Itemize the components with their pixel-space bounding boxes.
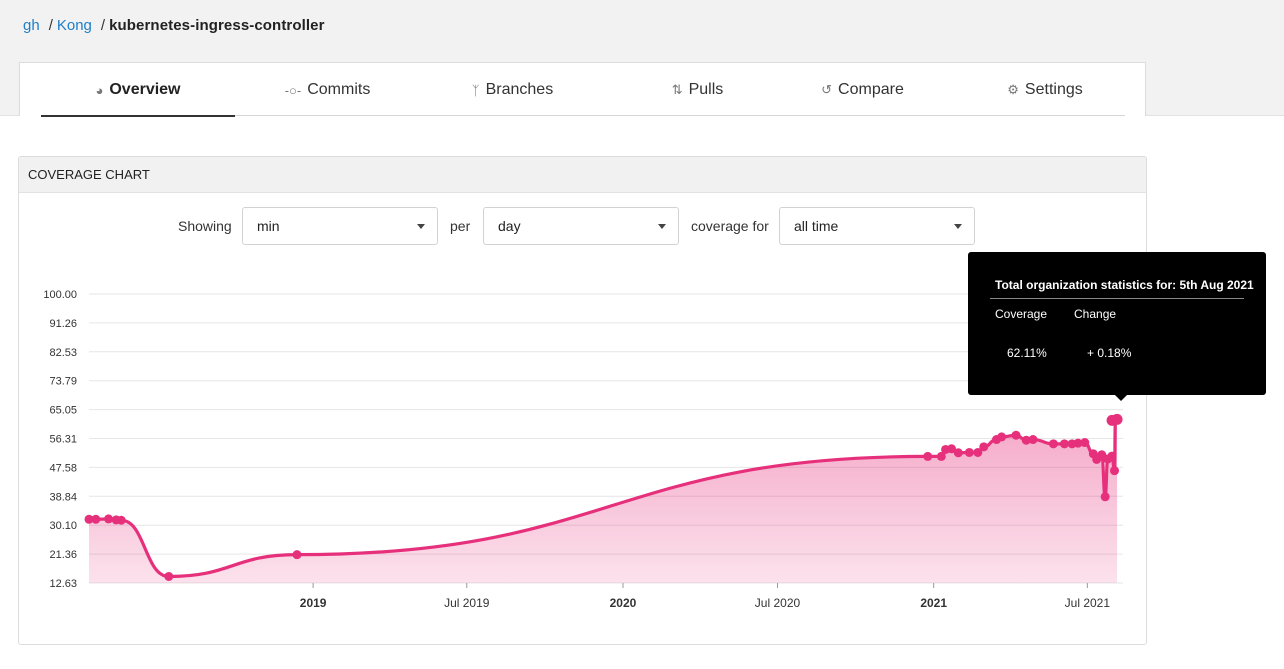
data-point — [979, 442, 989, 452]
breadcrumb-separator: / — [48, 16, 53, 34]
breadcrumb-separator: / — [100, 16, 106, 34]
breadcrumb-repo-name: kubernetes-ingress-controller — [109, 16, 325, 34]
data-point — [84, 514, 94, 524]
showing-label: Showing — [178, 218, 232, 234]
interval-select-value: day — [498, 218, 521, 234]
data-point — [973, 447, 983, 457]
per-label: per — [450, 218, 471, 234]
data-point — [1080, 438, 1090, 448]
data-point — [164, 571, 174, 581]
breadcrumb: gh / Kong / kubernetes-ingress-controlle… — [23, 14, 325, 36]
tab-overview[interactable]: ◕ Overview — [41, 63, 235, 117]
data-point — [1028, 435, 1038, 445]
coverage-area — [89, 419, 1118, 583]
time-range-select-value: all time — [794, 218, 839, 234]
data-point — [1110, 466, 1120, 476]
tab-label: Commits — [307, 81, 371, 98]
interval-select[interactable]: day — [483, 207, 679, 245]
data-point — [91, 514, 101, 524]
compare-icon: ↺ — [821, 82, 833, 97]
tabs-panel: ◕ Overview -○- Commits ᛉ Branches ⇅ Pull… — [19, 62, 1146, 117]
data-point — [116, 515, 126, 525]
y-tick-label: 91.26 — [49, 318, 77, 330]
breadcrumb-org-link[interactable]: Kong — [56, 16, 92, 34]
y-tick-label: 47.58 — [49, 462, 77, 474]
tooltip-title: Total organization statistics for: 5th A… — [995, 278, 1254, 292]
chevron-down-icon — [417, 224, 425, 229]
data-point — [964, 447, 974, 457]
data-point — [947, 444, 957, 454]
tab-commits[interactable]: -○- Commits — [235, 63, 420, 117]
tooltip-coverage-header: Coverage — [995, 307, 1048, 321]
time-range-select[interactable]: all time — [779, 207, 975, 245]
x-tick-label: Jul 2021 — [1065, 596, 1111, 610]
tab-settings[interactable]: ⚙ Settings — [980, 63, 1110, 117]
tab-label: Compare — [838, 81, 904, 98]
data-point — [1059, 439, 1069, 449]
tooltip-change-value: + 0.18% — [1087, 346, 1132, 360]
data-point — [923, 451, 933, 461]
tooltip-divider — [990, 298, 1244, 299]
tab-label: Branches — [485, 81, 554, 98]
x-tick-label: Jul 2019 — [444, 596, 490, 610]
data-point — [1073, 438, 1083, 448]
aggregate-select-value: min — [257, 218, 280, 234]
tab-label: Pulls — [688, 81, 724, 98]
tab-label: Overview — [109, 81, 181, 98]
y-tick-label: 30.10 — [49, 520, 77, 532]
aggregate-select[interactable]: min — [242, 207, 438, 245]
chart-tooltip: Total organization statistics for: 5th A… — [968, 252, 1266, 401]
tooltip-coverage-value: 62.11% — [1007, 346, 1047, 360]
y-tick-label: 65.05 — [49, 405, 77, 417]
y-tick-label: 100.00 — [43, 289, 77, 301]
data-point — [936, 451, 946, 461]
data-point — [1106, 414, 1118, 426]
data-point — [104, 514, 114, 524]
pull-request-icon: ⇅ — [671, 82, 683, 97]
x-tick-label: Jul 2020 — [755, 596, 801, 610]
chevron-down-icon — [658, 224, 666, 229]
tooltip-change-header: Change — [1074, 307, 1117, 321]
y-tick-label: 82.53 — [49, 347, 77, 359]
coverage-chart-title: COVERAGE CHART — [19, 157, 1146, 193]
tooltip-arrow — [1115, 395, 1127, 401]
chevron-down-icon — [954, 224, 962, 229]
tab-compare[interactable]: ↺ Compare — [790, 63, 935, 117]
y-tick-label: 12.63 — [49, 578, 77, 590]
data-point — [997, 432, 1007, 442]
breadcrumb-service-link[interactable]: gh — [23, 16, 40, 34]
tab-pulls[interactable]: ⇅ Pulls — [605, 63, 790, 117]
data-point — [1048, 439, 1058, 449]
coverage-for-label: coverage for — [691, 218, 769, 234]
coverage-chart-card: COVERAGE CHART Showing min per day cover… — [18, 156, 1147, 645]
x-tick-label: 2021 — [920, 596, 947, 610]
coverage-chart[interactable]: 100.00 91.26 82.53 73.79 65.05 56.31 47.58 38.8… — [19, 157, 1147, 645]
x-tick-label: 2020 — [610, 596, 637, 610]
data-point — [953, 448, 963, 458]
y-tick-label: 73.79 — [49, 376, 77, 388]
y-tick-label: 38.84 — [49, 491, 77, 503]
tab-label: Settings — [1024, 81, 1083, 98]
data-point — [1011, 430, 1021, 440]
y-tick-label: 21.36 — [49, 549, 77, 561]
data-point — [292, 550, 302, 560]
gauge-icon: ◕ — [95, 82, 104, 98]
y-tick-label: 56.31 — [49, 434, 77, 446]
branch-icon: ᛉ — [471, 82, 480, 98]
x-tick-label: 2019 — [300, 596, 327, 610]
data-point — [1100, 492, 1110, 502]
data-point — [1107, 451, 1117, 461]
chart-controls: Showing min per day coverage for all tim… — [19, 207, 1146, 245]
data-point — [1021, 435, 1031, 445]
tabs-divider — [41, 115, 1125, 116]
commit-icon: -○- — [284, 82, 302, 98]
tab-branches[interactable]: ᛉ Branches — [420, 63, 605, 117]
gear-icon: ⚙ — [1007, 82, 1019, 97]
